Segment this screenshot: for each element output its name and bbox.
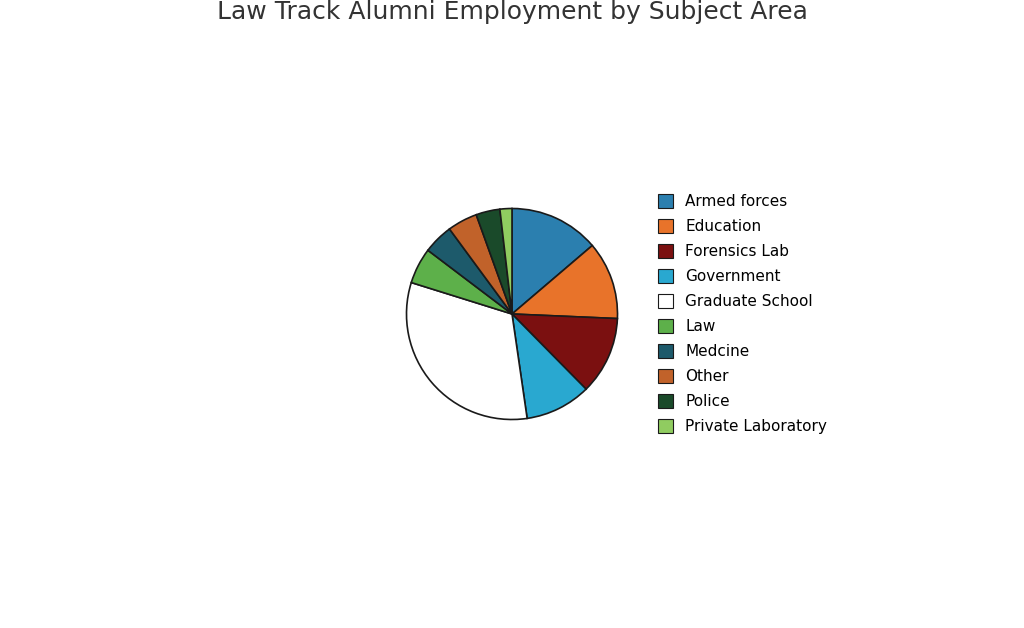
Wedge shape <box>412 251 512 314</box>
Wedge shape <box>407 283 527 420</box>
Legend: Armed forces, Education, Forensics Lab, Government, Graduate School, Law, Medcin: Armed forces, Education, Forensics Lab, … <box>657 194 827 434</box>
Wedge shape <box>512 208 592 314</box>
Wedge shape <box>512 246 617 318</box>
Wedge shape <box>450 215 512 314</box>
Wedge shape <box>476 209 512 314</box>
Wedge shape <box>512 314 586 418</box>
Wedge shape <box>500 208 512 314</box>
Title: Law Track Alumni Employment by Subject Area: Law Track Alumni Employment by Subject A… <box>216 0 808 24</box>
Wedge shape <box>512 314 617 389</box>
Wedge shape <box>428 229 512 314</box>
